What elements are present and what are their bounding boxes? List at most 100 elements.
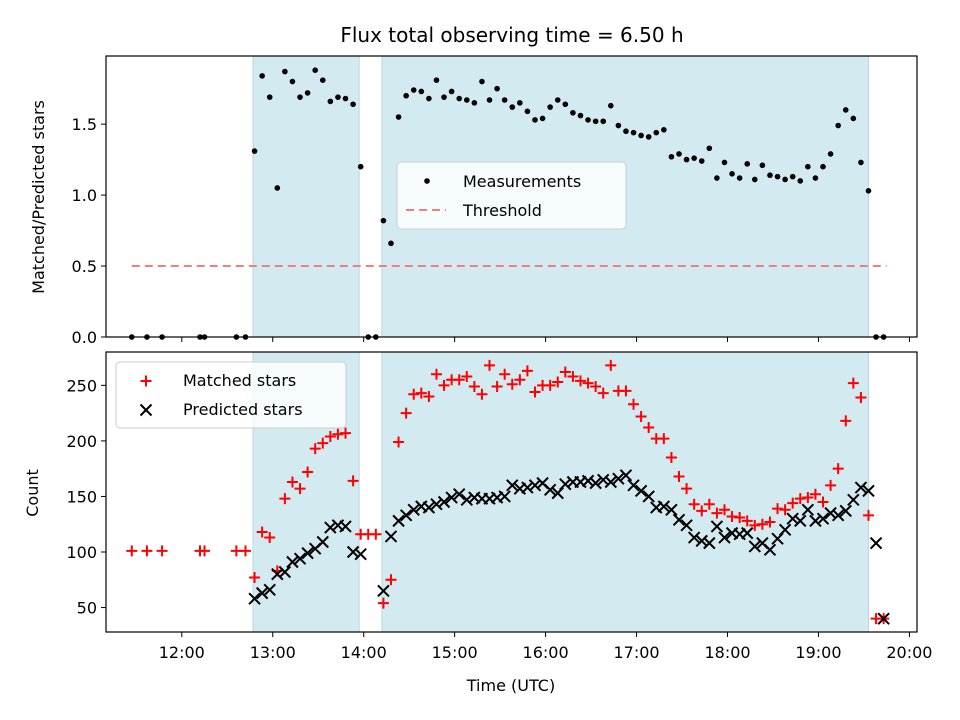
matched-star-point (590, 380, 602, 392)
matched-star-point (294, 483, 306, 495)
measurement-point (441, 94, 447, 100)
matched-star-point (794, 493, 806, 505)
measurement-point (418, 88, 425, 95)
matched-star-point (779, 504, 791, 516)
predicted-star-point (559, 478, 572, 491)
matched-star-point (256, 526, 268, 538)
predicted-star-point (316, 535, 329, 549)
predicted-star-point (665, 503, 678, 516)
measurement-point (858, 159, 864, 166)
bottom-y-tick-label: 50 (77, 599, 97, 618)
measurement-point (607, 102, 614, 109)
matched-star-point (802, 492, 814, 504)
measurement-point (827, 151, 834, 157)
measurement-point (357, 163, 364, 170)
bottom-y-tick-label: 100 (66, 543, 97, 562)
measurement-point (554, 97, 561, 103)
matched-star-point (476, 388, 488, 400)
measurement-point (585, 117, 591, 123)
matched-star-point (156, 545, 168, 557)
predicted-star-point (809, 514, 822, 528)
measurement-point (835, 122, 841, 129)
measurement-point (873, 334, 879, 340)
predicted-star-point (718, 531, 731, 544)
matched-star-point (620, 385, 632, 397)
predicted-star-point (498, 490, 511, 503)
x-tick-label: 14:00 (341, 643, 387, 662)
measurement-point (524, 108, 531, 115)
predicted-star-point (642, 490, 655, 503)
matched-star-point (559, 366, 571, 378)
bottom-y-axis-title: Count (23, 469, 42, 517)
predicted-star-point (339, 520, 352, 533)
measurement-point (661, 126, 667, 133)
predicted-star-point (521, 481, 534, 494)
measurement-point (623, 128, 629, 135)
measurement-point (327, 98, 334, 105)
measurement-point (577, 112, 584, 119)
top-y-tick-label: 1.0 (72, 186, 97, 205)
legend-predicted-label: Predicted stars (183, 400, 303, 419)
predicted-star-point (589, 476, 602, 490)
matched-star-point (249, 572, 261, 584)
predicted-star-point (657, 500, 671, 513)
matched-star-point (499, 368, 511, 380)
predicted-star-point (778, 523, 792, 536)
measurement-point (638, 132, 644, 139)
bottom-y-tick-label: 200 (66, 432, 97, 451)
measurement-point (842, 107, 849, 113)
predicted-star-point (384, 530, 398, 543)
measurement-point (274, 185, 281, 191)
measurement-point (865, 188, 872, 194)
predicted-star-point (346, 545, 360, 559)
measurement-point (342, 95, 349, 102)
predicted-star-point (597, 473, 610, 486)
predicted-star-point (248, 592, 261, 605)
measurement-point (403, 92, 409, 99)
predicted-star-point (437, 495, 451, 509)
matched-star-point (317, 437, 329, 449)
matched-star-point (141, 545, 153, 557)
matched-star-point (491, 380, 503, 392)
matched-star-point (734, 512, 746, 524)
matched-star-point (332, 428, 344, 440)
matched-star-point (385, 574, 397, 586)
bottom-legend-box (115, 361, 347, 429)
measurement-point (304, 90, 311, 96)
matched-star-point (749, 519, 761, 531)
measurement-point (259, 73, 265, 79)
matched-star-point (862, 509, 874, 521)
predicted-star-point (430, 498, 443, 511)
matched-star-point (309, 443, 321, 455)
predicted-star-point (619, 469, 633, 482)
x-tick-label: 17:00 (614, 643, 660, 662)
matched-star-point (286, 476, 298, 488)
matched-star-point (711, 507, 723, 519)
measurement-point (736, 175, 743, 181)
measurement-point (517, 100, 523, 106)
measurement-point (426, 95, 432, 102)
measurement-point (714, 175, 720, 181)
measurement-point (128, 334, 135, 340)
matched-star-point (764, 516, 776, 528)
matched-star-point (340, 427, 352, 439)
measurement-point (501, 97, 508, 103)
measurement-point (144, 334, 150, 340)
x-tick-label: 16:00 (523, 643, 569, 662)
x-axis-title: Time (UTC) (466, 676, 555, 695)
predicted-star-point (847, 493, 860, 506)
matched-star-point (847, 377, 859, 389)
matched-star-point (741, 515, 753, 527)
matched-star-point (756, 518, 768, 530)
predicted-star-point (687, 531, 701, 544)
matched-star-point (430, 368, 442, 380)
measurement-point (289, 78, 296, 85)
matched-star-point (696, 505, 708, 517)
predicted-star-point (703, 536, 716, 550)
matched-star-point (703, 498, 715, 510)
x-tick-label: 15:00 (432, 643, 478, 662)
measurement-point (365, 334, 372, 340)
predicted-star-point (824, 506, 837, 520)
top-legend-box (396, 161, 627, 230)
bottom-panel: 50 100 150 200 250 12:00 13:00 14:00 15:00 16:00 1… (66, 351, 932, 662)
